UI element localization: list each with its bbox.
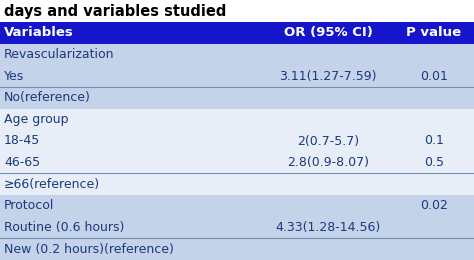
Text: OR (95% CI): OR (95% CI) (284, 26, 373, 39)
Text: New (0.2 hours)(reference): New (0.2 hours)(reference) (4, 243, 174, 256)
Bar (0, 152, 474, 173)
Bar (0, 238, 474, 260)
Text: Revascularization: Revascularization (4, 48, 115, 61)
Text: P value: P value (406, 26, 461, 39)
Text: Routine (0.6 hours): Routine (0.6 hours) (4, 221, 124, 234)
Bar (0, 87, 474, 108)
Text: Age group: Age group (4, 113, 69, 126)
Text: ≥66(reference): ≥66(reference) (4, 178, 100, 191)
Bar (0, 22, 474, 44)
Text: 0.5: 0.5 (424, 156, 444, 169)
Text: days and variables studied: days and variables studied (4, 4, 227, 19)
Bar (0, 130, 474, 152)
Bar (0, 44, 474, 65)
Bar (0, 65, 474, 87)
Bar (0, 195, 474, 217)
Bar (0, 217, 474, 238)
Text: 46-65: 46-65 (4, 156, 40, 169)
Bar (0, 173, 474, 195)
Text: 2(0.7-5.7): 2(0.7-5.7) (297, 134, 359, 147)
Text: Yes: Yes (4, 70, 24, 83)
Text: 3.11(1.27-7.59): 3.11(1.27-7.59) (280, 70, 377, 83)
Text: No(reference): No(reference) (4, 91, 91, 104)
Text: 0.01: 0.01 (420, 70, 447, 83)
Text: 4.33(1.28-14.56): 4.33(1.28-14.56) (275, 221, 381, 234)
Text: Protocol: Protocol (4, 199, 55, 212)
Bar (0, 108, 474, 130)
Text: 0.02: 0.02 (420, 199, 447, 212)
Text: 0.1: 0.1 (424, 134, 444, 147)
Text: 2.8(0.9-8.07): 2.8(0.9-8.07) (287, 156, 369, 169)
Text: Variables: Variables (4, 26, 74, 39)
Text: 18-45: 18-45 (4, 134, 40, 147)
